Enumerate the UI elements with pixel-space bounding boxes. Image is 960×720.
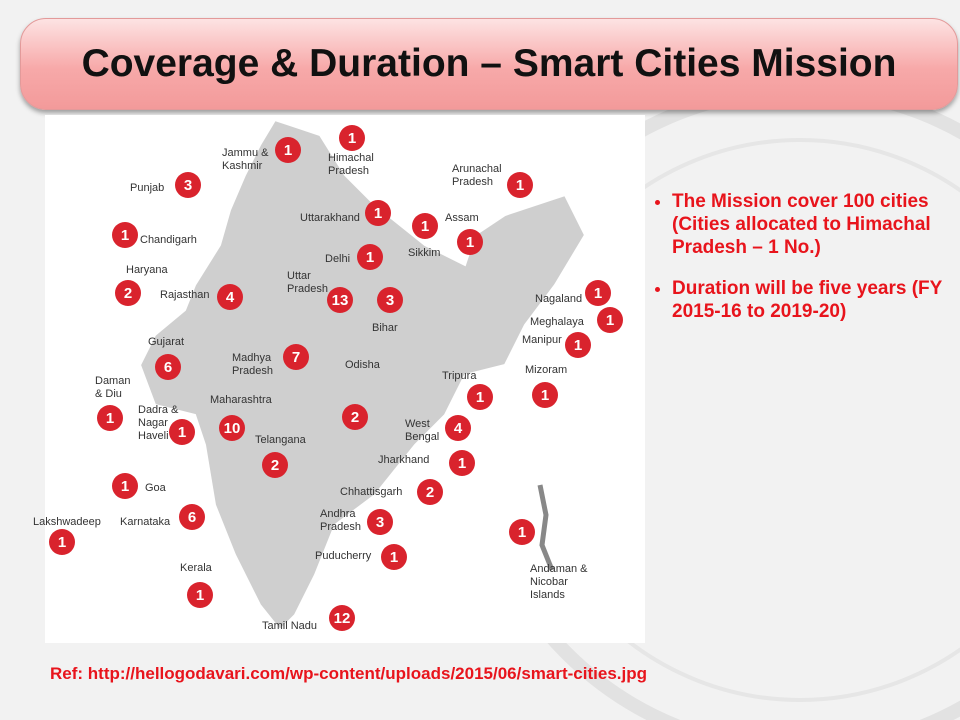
- city-count-badge: 3: [367, 509, 393, 535]
- city-count-badge: 1: [169, 419, 195, 445]
- city-count-badge: 7: [283, 344, 309, 370]
- region-label: Odisha: [345, 359, 380, 371]
- city-count-badge: 1: [467, 384, 493, 410]
- bullet-item: The Mission cover 100 cities (Cities all…: [672, 190, 944, 259]
- region-label: Meghalaya: [530, 316, 584, 328]
- region-label: Manipur: [522, 334, 562, 346]
- region-label: West Bengal: [405, 418, 440, 443]
- region-label: Jharkhand: [378, 454, 430, 466]
- region-label: Karnataka: [120, 516, 171, 528]
- region-label: Sikkim: [408, 247, 441, 259]
- city-count-badge: 1: [357, 244, 383, 270]
- city-count-badge: 1: [381, 544, 407, 570]
- city-count-badge: 1: [449, 450, 475, 476]
- city-count-badge: 1: [412, 213, 438, 239]
- city-count-badge: 1: [275, 137, 301, 163]
- city-count-badge: 6: [179, 504, 205, 530]
- city-count-badge: 1: [365, 200, 391, 226]
- region-label: Maharashtra: [210, 394, 272, 406]
- region-label: Gujarat: [148, 336, 185, 348]
- region-label: Daman & Diu: [95, 375, 131, 400]
- region-label: Andhra Pradesh: [320, 508, 361, 533]
- city-count-badge: 4: [445, 415, 471, 441]
- city-count-badge: 1: [532, 382, 558, 408]
- city-count-badge: 1: [49, 529, 75, 555]
- city-count-badge: 12: [329, 605, 355, 631]
- city-count-badge: 6: [155, 354, 181, 380]
- region-label: Haryana: [126, 264, 168, 276]
- region-label: Uttarakhand: [300, 212, 360, 224]
- region-label: Dadra & Nagar Haveli: [138, 404, 179, 442]
- title-banner: Coverage & Duration – Smart Cities Missi…: [20, 18, 958, 110]
- city-count-badge: 1: [97, 405, 123, 431]
- city-count-badge: 4: [217, 284, 243, 310]
- region-label: Goa: [145, 482, 166, 494]
- region-label: Uttar Pradesh: [287, 270, 328, 295]
- region-label: Delhi: [325, 253, 351, 265]
- city-count-badge: 1: [597, 307, 623, 333]
- reference: Ref: http://hellogodavari.com/wp-content…: [50, 664, 647, 683]
- city-count-badge: 1: [585, 280, 611, 306]
- region-label: Assam: [445, 212, 479, 224]
- region-label: Himachal Pradesh: [328, 152, 374, 177]
- city-count-badge: 1: [187, 582, 213, 608]
- city-count-badge: 2: [262, 452, 288, 478]
- region-label: Tripura: [442, 370, 477, 382]
- region-label: Tamil Nadu: [262, 620, 318, 632]
- city-count-badge: 10: [219, 415, 245, 441]
- region-label: Lakshwadeep: [33, 516, 101, 528]
- region-label: Kerala: [180, 562, 212, 574]
- bullet-item: Duration will be five years (FY 2015-16 …: [672, 277, 944, 323]
- india-map: Jammu & Kashmir 1 Himachal Pradesh 1 Punjab 3…: [33, 115, 645, 643]
- region-label: Chandigarh: [140, 234, 197, 246]
- city-count-badge: 1: [112, 473, 138, 499]
- region-label: Chhattisgarh: [340, 486, 403, 498]
- city-count-badge: 13: [327, 287, 353, 313]
- city-count-badge: 1: [509, 519, 535, 545]
- bullet-list: The Mission cover 100 cities (Cities all…: [652, 190, 944, 341]
- region-label: Andaman & Nicobar Islands: [530, 563, 588, 601]
- city-count-badge: 2: [115, 280, 141, 306]
- city-count-badge: 1: [112, 222, 138, 248]
- city-count-badge: 1: [565, 332, 591, 358]
- region-label: Jammu & Kashmir: [222, 147, 269, 172]
- region-label: Rajasthan: [160, 289, 210, 301]
- city-count-badge: 3: [175, 172, 201, 198]
- title: Coverage & Duration – Smart Cities Missi…: [81, 42, 897, 85]
- region-label: Madhya Pradesh: [232, 352, 273, 377]
- region-label: Puducherry: [315, 550, 372, 562]
- region-label: Punjab: [130, 182, 165, 194]
- city-count-badge: 2: [342, 404, 368, 430]
- city-count-badge: 1: [507, 172, 533, 198]
- region-label: Telangana: [255, 434, 306, 446]
- region-label: Mizoram: [525, 364, 568, 376]
- city-count-badge: 3: [377, 287, 403, 313]
- city-count-badge: 1: [457, 229, 483, 255]
- city-count-badge: 2: [417, 479, 443, 505]
- region-label: Arunachal Pradesh: [452, 163, 502, 188]
- city-count-badge: 1: [339, 125, 365, 151]
- region-label: Bihar: [372, 322, 398, 334]
- region-label: Nagaland: [535, 293, 583, 305]
